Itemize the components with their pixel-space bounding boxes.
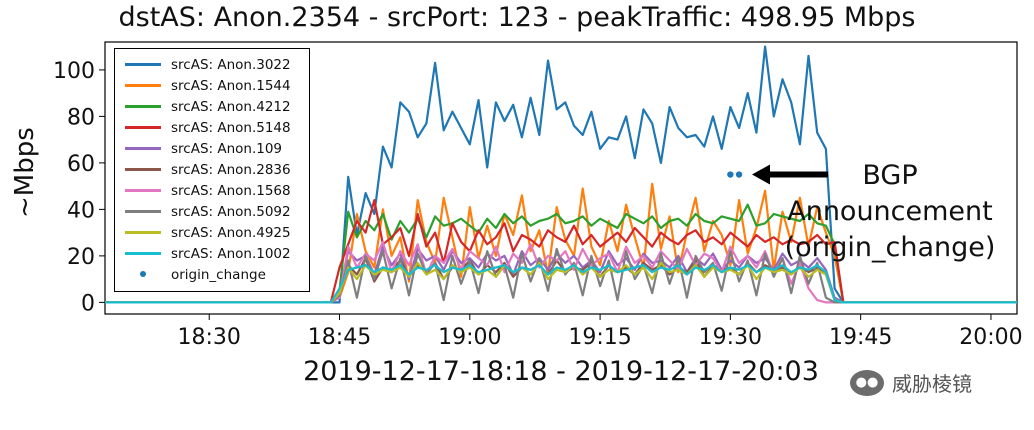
series-line xyxy=(105,240,1017,304)
legend-item: srcAS: Anon.5148 xyxy=(125,117,309,138)
x-tick-label: 18:30 xyxy=(178,325,241,350)
legend-label: srcAS: Anon.4925 xyxy=(171,224,291,241)
legend-label: srcAS: Anon.1568 xyxy=(171,182,291,199)
legend-swatch xyxy=(125,168,161,171)
x-tick-label: 19:15 xyxy=(568,325,631,350)
legend-label: srcAS: Anon.4212 xyxy=(171,98,291,115)
legend-swatch xyxy=(125,84,161,87)
series-line xyxy=(105,199,1017,304)
series-line xyxy=(105,182,1017,304)
legend-item: srcAS: Anon.1544 xyxy=(125,75,309,96)
legend-item: srcAS: Anon.1568 xyxy=(125,180,309,201)
legend-item: srcAS: Anon.4212 xyxy=(125,96,309,117)
y-tick-label: 100 xyxy=(53,59,95,84)
plot-area-frame xyxy=(104,41,1018,315)
legend-label: srcAS: Anon.1002 xyxy=(171,245,291,262)
series-line xyxy=(105,247,1017,304)
chart-title: dstAS: Anon.2354 - srcPort: 123 - peakTr… xyxy=(118,2,916,33)
legend-swatch xyxy=(125,189,161,192)
annotation-line: (origin_change) xyxy=(784,232,996,263)
legend: srcAS: Anon.3022 srcAS: Anon.1544 srcAS:… xyxy=(114,48,310,292)
watermark: ●● 威胁棱镜 xyxy=(850,368,972,397)
y-tick-label: 60 xyxy=(67,152,95,177)
wechat-icon: ●● xyxy=(850,369,884,396)
y-tick-label: 20 xyxy=(67,245,95,270)
x-tick-label: 18:45 xyxy=(308,325,371,350)
legend-label: srcAS: Anon.5148 xyxy=(171,119,291,136)
legend-label: srcAS: Anon.2836 xyxy=(171,161,291,178)
x-axis-label: 2019-12-17-18:18 - 2019-12-17-20:03 xyxy=(303,356,819,387)
legend-item: srcAS: Anon.4925 xyxy=(125,222,309,243)
legend-item: srcAS: Anon.5092 xyxy=(125,201,309,222)
legend-label: srcAS: Anon.109 xyxy=(171,140,283,157)
y-tick-label: 40 xyxy=(67,198,95,223)
legend-item: origin_change xyxy=(125,264,309,285)
x-tick-label: 20:00 xyxy=(959,325,1022,350)
legend-swatch xyxy=(125,231,161,234)
legend-swatch xyxy=(125,147,161,150)
watermark-text: 威胁棱镜 xyxy=(892,372,972,396)
origin-change-marker xyxy=(727,171,734,178)
annotation-line: BGP xyxy=(862,160,918,191)
origin-change-marker xyxy=(735,171,743,178)
legend-label: srcAS: Anon.5092 xyxy=(171,203,291,220)
legend-swatch xyxy=(125,252,161,255)
legend-marker xyxy=(125,271,161,277)
legend-label: origin_change xyxy=(171,266,266,283)
annotation-line: Announcement xyxy=(787,196,993,227)
legend-label: srcAS: Anon.1544 xyxy=(171,77,291,94)
series-line xyxy=(105,45,1017,304)
legend-label: srcAS: Anon.3022 xyxy=(171,56,291,73)
y-tick-label: 0 xyxy=(81,291,95,316)
annotation-arrow-head xyxy=(752,164,770,185)
legend-item: srcAS: Anon.109 xyxy=(125,138,309,159)
legend-swatch xyxy=(125,63,161,66)
legend-swatch xyxy=(125,126,161,129)
legend-item: srcAS: Anon.3022 xyxy=(125,54,309,75)
y-tick-label: 80 xyxy=(67,105,95,130)
x-tick-label: 19:45 xyxy=(829,325,892,350)
bgp-annotation: BGP Announcement (origin_change) xyxy=(770,158,1010,266)
x-tick-label: 19:00 xyxy=(438,325,501,350)
x-tick-label: 19:30 xyxy=(699,325,762,350)
legend-item: srcAS: Anon.2836 xyxy=(125,159,309,180)
legend-swatch xyxy=(125,105,161,108)
y-axis-label: ~Mbps xyxy=(10,127,40,218)
series-line xyxy=(105,264,1017,304)
legend-item: srcAS: Anon.1002 xyxy=(125,243,309,264)
legend-swatch xyxy=(125,210,161,213)
series-line xyxy=(105,203,1017,304)
